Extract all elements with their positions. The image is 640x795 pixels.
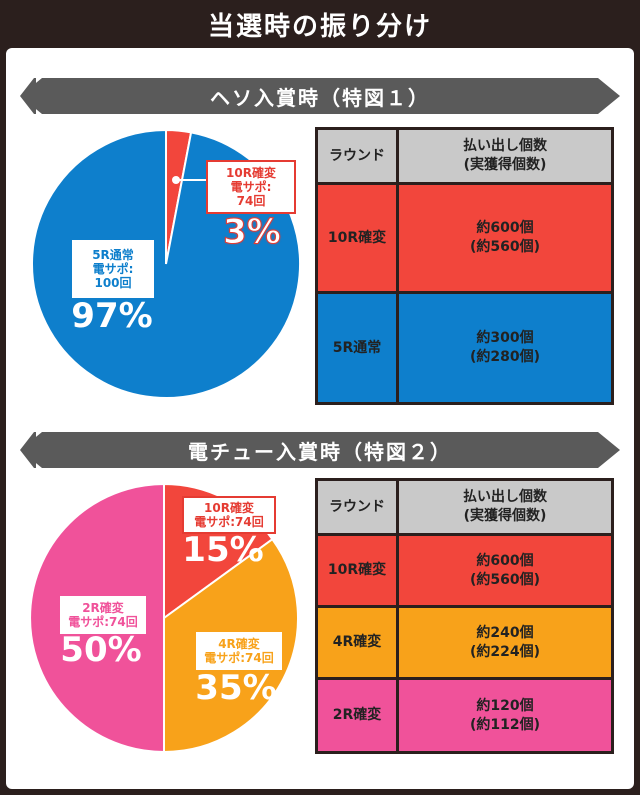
table1-row2-round: 5R通常 [318,294,396,402]
table2-row2-payout: 約240個 (約224個) [399,608,611,677]
table2-header-round: ラウンド [318,481,396,533]
table2-row1-round: 10R確変 [318,536,396,605]
table1-row1-round: 10R確変 [318,185,396,291]
table2-row1-payout: 約600個 (約560個) [399,536,611,605]
pie2-slice1-label: 10R確変 電サポ:74回 [182,496,276,534]
pie1-slice1-percent: 3% [223,212,282,253]
section2-title: 電チュー入賞時（特図２） [188,439,452,464]
table1-row2-payout: 約300個 (約280個) [399,294,611,402]
pie2-slice3-label: 2R確変 電サポ:74回 [60,596,146,634]
section2-title-ribbon: 電チュー入賞時（特図２） [20,432,620,468]
section1-title: ヘソ入賞時（特図１） [210,85,430,110]
table1-row1-payout: 約600個 (約560個) [399,185,611,291]
pie1-leader-dot [172,176,180,184]
table2-row3-round: 2R確変 [318,680,396,751]
page-title: 当選時の振り分け [207,11,432,42]
pie2-slice3-percent: 50% [60,630,142,670]
pie1-slice2-label: 5R通常 電サポ: 100回 [72,240,154,298]
pie1-slice2-percent: 97% [71,296,153,336]
section1-title-ribbon: ヘソ入賞時（特図１） [20,78,620,114]
pie2-slice2-label: 4R確変 電サポ:74回 [196,632,282,670]
table2-row3-payout: 約120個 (約112個) [399,680,611,751]
table2-row2-round: 4R確変 [318,608,396,677]
table1-header-payout: 払い出し個数 (実獲得個数) [399,130,611,182]
title-bar: 当選時の振り分け [0,0,640,48]
payout-table-1: ラウンド 払い出し個数 (実獲得個数) 10R確変 約600個 (約560個) … [315,127,614,405]
payout-table-2: ラウンド 払い出し個数 (実獲得個数) 10R確変 約600個 (約560個) … [315,478,614,754]
pie1-slice1-label: 10R確変 電サポ: 74回 [206,160,296,214]
table2-header-payout: 払い出し個数 (実獲得個数) [399,481,611,533]
pie2-slice1-percent: 15% [182,530,264,570]
pie2-slice2-percent: 35% [195,668,277,708]
table1-header-round: ラウンド [318,130,396,182]
